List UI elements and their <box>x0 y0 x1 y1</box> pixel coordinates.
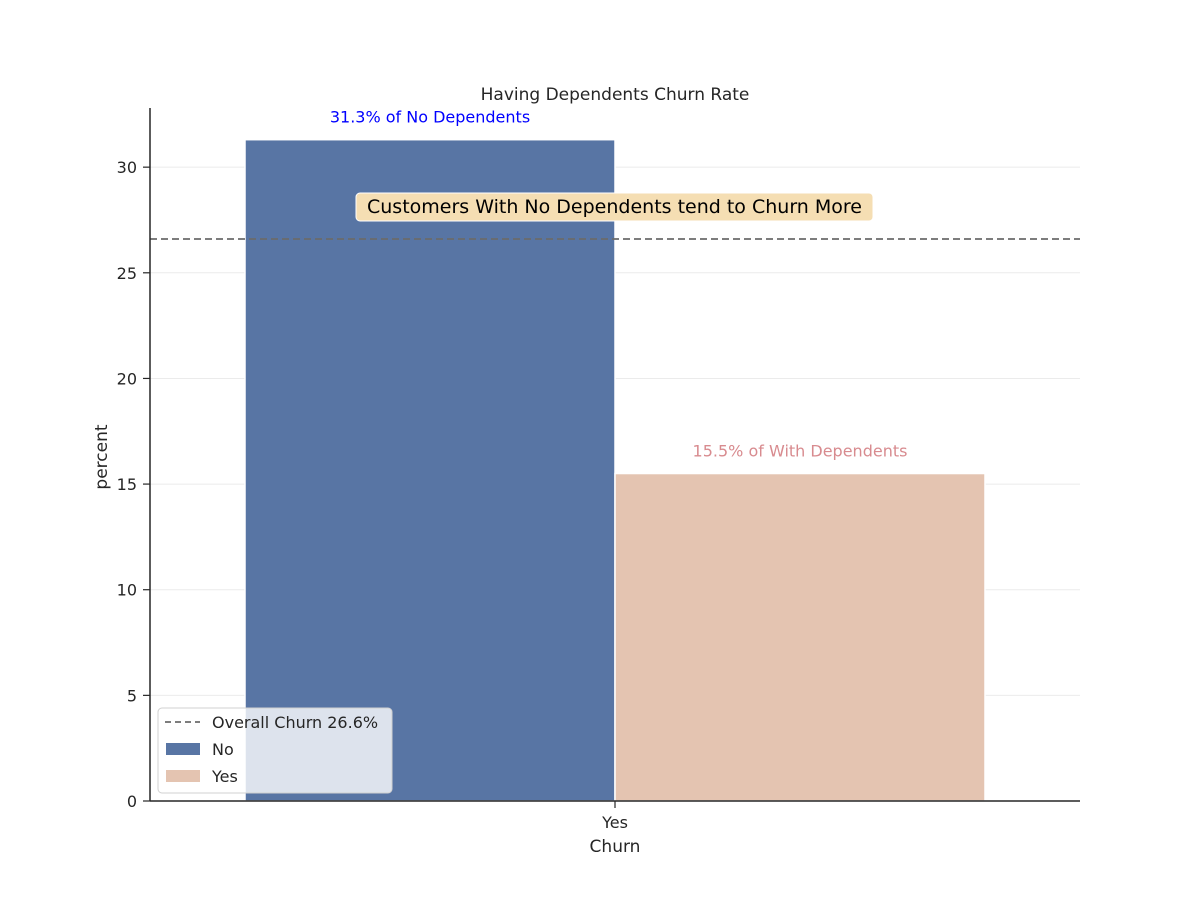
axes: 0 5 10 15 20 25 30 Yes <box>117 108 1080 832</box>
x-tick-label: Yes <box>601 813 628 832</box>
y-tick-label: 15 <box>117 475 137 494</box>
y-tick-label: 30 <box>117 158 137 177</box>
legend-frame <box>157 707 393 794</box>
annotation-callout: Customers With No Dependents tend to Chu… <box>355 192 874 222</box>
data-labels: 31.3% of No Dependents 15.5% of With Depe… <box>330 108 908 461</box>
chart-title: Having Dependents Churn Rate <box>481 85 750 105</box>
y-axis-title: percent <box>92 424 112 489</box>
legend-swatch-yes <box>166 770 200 782</box>
annotation-text: Customers With No Dependents tend to Chu… <box>367 196 862 218</box>
bar-value-label: 15.5% of With Dependents <box>693 442 908 461</box>
legend-swatch-no <box>166 743 200 755</box>
bar-yes <box>614 472 986 802</box>
y-tick-label: 10 <box>117 581 137 600</box>
x-axis-title: Churn <box>590 837 641 857</box>
y-tick-label: 25 <box>117 264 137 283</box>
y-tick-label: 20 <box>117 369 137 388</box>
bars <box>244 138 986 802</box>
y-tick-label: 0 <box>127 792 137 811</box>
legend-label-yes: Yes <box>211 767 238 786</box>
legend-label-no: No <box>212 740 234 759</box>
bar-value-label: 31.3% of No Dependents <box>330 108 530 127</box>
annotation-box <box>355 192 874 222</box>
legend-label-overall-churn: Overall Churn 26.6% <box>212 713 378 732</box>
y-tick-label: 5 <box>127 686 137 705</box>
legend: Overall Churn 26.6% No Yes <box>157 707 393 794</box>
